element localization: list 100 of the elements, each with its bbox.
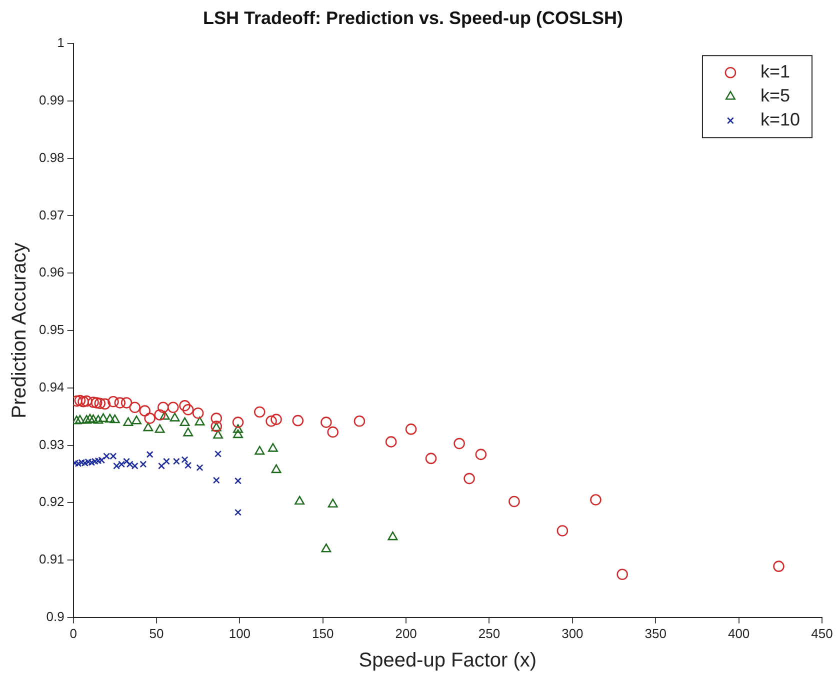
point bbox=[270, 414, 282, 426]
legend-label: k=5 bbox=[760, 86, 790, 106]
point bbox=[84, 458, 92, 466]
point bbox=[144, 412, 156, 424]
point bbox=[616, 568, 628, 580]
point bbox=[475, 448, 487, 460]
point bbox=[405, 424, 417, 435]
x-tick-label: 200 bbox=[395, 626, 417, 641]
x-tick-label: 0 bbox=[70, 626, 77, 641]
point bbox=[234, 508, 242, 516]
point bbox=[126, 460, 134, 468]
x-axis-title: Speed-up Factor (x) bbox=[358, 650, 537, 672]
y-tick-label: 0.92 bbox=[38, 494, 64, 510]
point bbox=[82, 414, 92, 424]
point bbox=[320, 416, 332, 428]
point bbox=[88, 458, 96, 466]
point bbox=[131, 462, 138, 470]
point bbox=[84, 414, 95, 423]
point bbox=[81, 460, 88, 467]
point bbox=[181, 456, 188, 464]
point bbox=[182, 404, 194, 416]
point bbox=[214, 450, 222, 458]
point bbox=[354, 416, 366, 427]
point bbox=[254, 406, 266, 418]
point bbox=[254, 446, 265, 455]
y-tick-label: 0.98 bbox=[38, 150, 64, 165]
point bbox=[118, 460, 126, 468]
point bbox=[179, 400, 190, 412]
legend-label: k=10 bbox=[760, 110, 800, 130]
point bbox=[321, 543, 332, 552]
point bbox=[120, 397, 132, 408]
point bbox=[213, 430, 224, 439]
point bbox=[172, 458, 180, 465]
point bbox=[157, 402, 169, 414]
point bbox=[88, 396, 99, 408]
point bbox=[110, 414, 120, 424]
point bbox=[508, 496, 520, 508]
point bbox=[556, 525, 568, 536]
point bbox=[294, 496, 305, 505]
point bbox=[232, 416, 244, 428]
point bbox=[167, 402, 179, 414]
point bbox=[194, 416, 205, 426]
point bbox=[590, 494, 602, 506]
point bbox=[233, 424, 243, 433]
point bbox=[78, 396, 89, 408]
point bbox=[78, 458, 86, 466]
x-tick-label: 150 bbox=[312, 626, 334, 641]
point bbox=[233, 429, 243, 438]
point bbox=[292, 414, 304, 426]
y-tick-label: 0.99 bbox=[38, 92, 64, 108]
y-axis-title: Prediction Accuracy bbox=[8, 242, 31, 418]
chart-title: LSH Tradeoff: Prediction vs. Speed-up (COSLSH) bbox=[202, 8, 624, 28]
point bbox=[129, 402, 141, 414]
point bbox=[123, 458, 130, 465]
point bbox=[196, 464, 204, 472]
point bbox=[210, 412, 222, 424]
point bbox=[73, 416, 82, 424]
point bbox=[108, 396, 119, 408]
point bbox=[268, 443, 278, 452]
point bbox=[146, 450, 154, 458]
y-tick-label: 0.9 bbox=[46, 608, 64, 624]
y-tick-label: 0.95 bbox=[38, 322, 64, 338]
point bbox=[184, 462, 192, 469]
point bbox=[327, 426, 338, 438]
point bbox=[180, 417, 190, 426]
point bbox=[266, 416, 277, 427]
legend-label: k=1 bbox=[760, 62, 790, 82]
point bbox=[143, 422, 154, 432]
y-tick-label: 0.97 bbox=[38, 207, 64, 222]
point bbox=[160, 410, 170, 420]
point bbox=[93, 414, 104, 424]
point bbox=[183, 428, 194, 436]
point bbox=[464, 472, 475, 484]
x-tick-label: 250 bbox=[478, 626, 500, 641]
y-tick-label: 0.96 bbox=[38, 264, 64, 280]
point bbox=[170, 412, 180, 422]
x-tick-label: 400 bbox=[728, 626, 750, 641]
x-tick-label: 100 bbox=[228, 626, 251, 641]
y-tick-label: 0.93 bbox=[38, 436, 64, 452]
y-tick-label: 0.94 bbox=[38, 379, 64, 394]
point bbox=[162, 458, 170, 465]
point bbox=[74, 394, 86, 406]
x-tick-label: 300 bbox=[562, 626, 584, 641]
point bbox=[773, 560, 784, 572]
point bbox=[94, 398, 106, 410]
point bbox=[271, 464, 282, 474]
point bbox=[99, 398, 111, 410]
point bbox=[110, 452, 117, 460]
point bbox=[328, 498, 338, 508]
point bbox=[139, 405, 150, 416]
point bbox=[98, 413, 108, 422]
point bbox=[385, 436, 397, 448]
point bbox=[154, 424, 165, 433]
point bbox=[74, 414, 85, 424]
y-tick-label: 0.91 bbox=[38, 552, 64, 567]
x-tick-label: 50 bbox=[149, 626, 164, 641]
point bbox=[212, 476, 220, 484]
point bbox=[114, 397, 126, 408]
point bbox=[388, 531, 398, 540]
point bbox=[104, 414, 115, 423]
